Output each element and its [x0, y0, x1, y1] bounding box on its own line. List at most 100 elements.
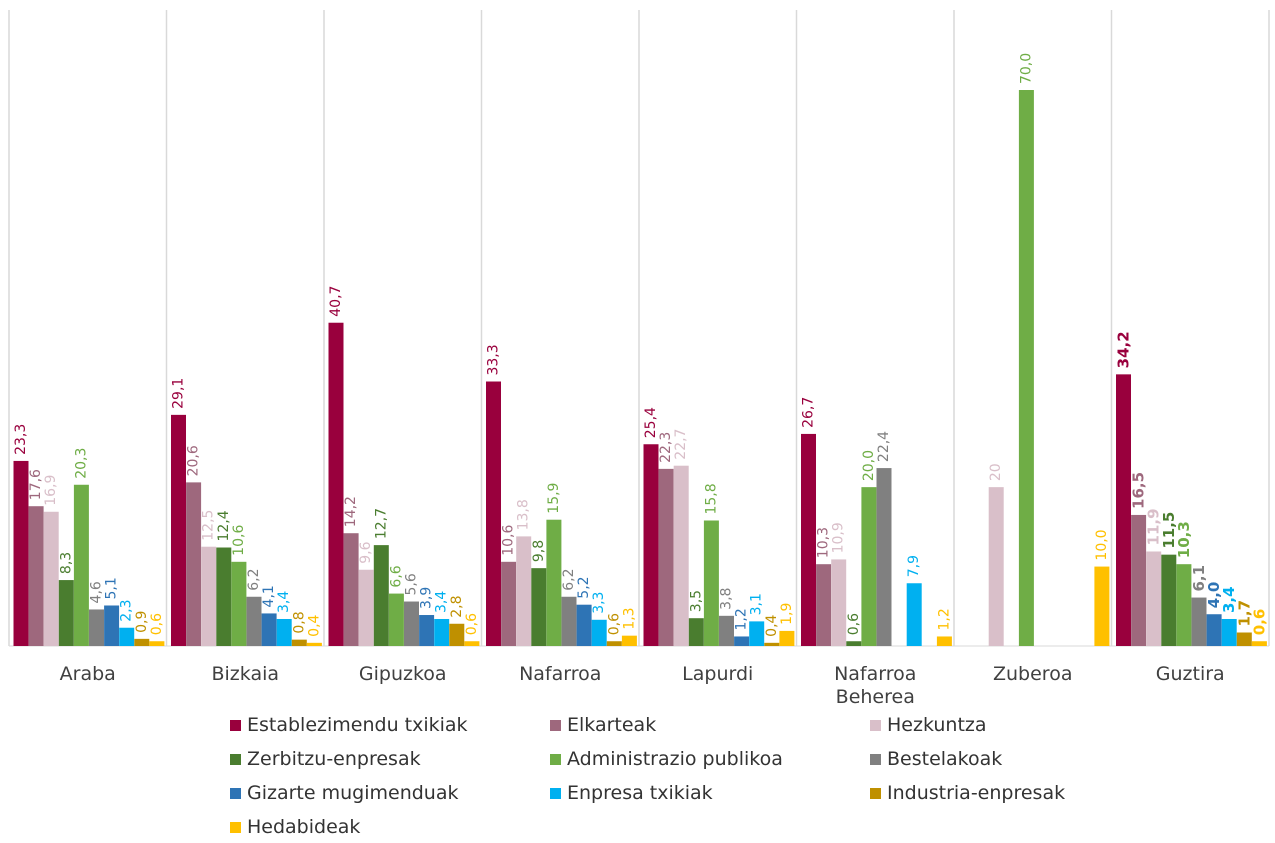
- category-label: Zuberoa: [993, 663, 1072, 685]
- bar: [73, 484, 89, 646]
- data-label: 5,2: [576, 576, 592, 598]
- category-label: Nafarroa: [834, 663, 916, 685]
- bar: [779, 630, 795, 646]
- bar: [658, 468, 674, 646]
- data-label: 17,6: [28, 469, 44, 500]
- bar: [561, 596, 577, 646]
- bar: [816, 564, 832, 646]
- data-label: 33,3: [486, 344, 502, 375]
- data-label: 23,3: [13, 424, 29, 455]
- bar: [149, 641, 165, 646]
- bar: [261, 613, 277, 646]
- data-label: 20,3: [73, 448, 89, 479]
- data-label: 11,9: [1145, 508, 1163, 545]
- bar: [703, 520, 719, 646]
- data-label: 16,9: [43, 475, 59, 506]
- data-label: 7,9: [906, 555, 922, 577]
- bar: [719, 615, 734, 646]
- bar: [1116, 374, 1131, 646]
- bar: [43, 511, 59, 646]
- data-label: 3,1: [749, 593, 765, 615]
- data-label: 10,0: [1094, 529, 1110, 560]
- data-label: 14,2: [343, 496, 359, 527]
- bar: [434, 618, 450, 646]
- data-label: 12,7: [373, 508, 389, 539]
- bar: [606, 641, 622, 646]
- legend-item: Industria-enpresak: [870, 782, 1065, 804]
- data-label: 70,0: [1018, 53, 1034, 84]
- category-label: Araba: [60, 663, 116, 685]
- data-label: 3,3: [591, 592, 607, 614]
- bar: [119, 627, 135, 646]
- bar: [58, 580, 74, 646]
- data-label: 0,4: [764, 614, 780, 636]
- data-label: 3,5: [688, 590, 704, 612]
- data-label: 4,1: [261, 585, 277, 607]
- data-label: 20,6: [186, 445, 202, 476]
- bar: [358, 569, 374, 646]
- data-label: 40,7: [328, 286, 344, 317]
- data-label: 11,5: [1160, 512, 1178, 549]
- legend-label: Hezkuntza: [887, 714, 987, 736]
- bar: [89, 609, 104, 646]
- bar: [291, 639, 307, 646]
- data-label: 3,4: [1220, 586, 1238, 613]
- bar: [201, 546, 217, 646]
- bar: [13, 460, 29, 646]
- data-label: 10,3: [1175, 521, 1193, 558]
- bar: [1018, 90, 1034, 646]
- bar: [373, 545, 389, 646]
- data-label: 10,6: [501, 525, 517, 556]
- bar: [906, 583, 922, 646]
- bar: [988, 487, 1004, 646]
- bar: [764, 642, 780, 646]
- data-label: 5,6: [404, 573, 420, 595]
- bar: [831, 559, 847, 646]
- data-label: 0,9: [134, 611, 150, 633]
- bar: [688, 618, 704, 646]
- group-separators: [8, 10, 1270, 647]
- legend-swatch: [230, 753, 241, 765]
- bar: [449, 623, 465, 646]
- data-label: 1,9: [779, 603, 795, 625]
- legend-item: Establezimendu txikiak: [230, 714, 468, 736]
- legend-swatch: [550, 787, 561, 799]
- bar: [1236, 632, 1252, 646]
- category-labels-group: Araba Bizkaia Gipuzkoa Nafarroa Lapurdi Nafar…: [60, 663, 1225, 708]
- value-labels-group: 23,3 29,1 40,7 33,3 25,4 26,7 34,2 17,6 20,6 14,2…: [13, 53, 1268, 637]
- legend-item: Hezkuntza: [870, 714, 987, 736]
- bar: [1131, 514, 1147, 646]
- data-label: 5,1: [104, 577, 120, 599]
- bar: [486, 381, 501, 646]
- data-label: 4,0: [1205, 582, 1223, 609]
- data-label: 20,0: [861, 450, 877, 481]
- bar: [1146, 551, 1162, 646]
- data-label: 20: [988, 463, 1004, 481]
- chart-plot-area: 23,3 29,1 40,7 33,3 25,4 26,7 34,2 17,6 20,6 14,2…: [8, 10, 1270, 708]
- bar: [104, 605, 120, 646]
- category-label: Lapurdi: [682, 663, 753, 685]
- data-label: 9,6: [358, 541, 374, 563]
- bar: [591, 619, 607, 646]
- bar: [516, 536, 532, 646]
- category-label: Bizkaia: [211, 663, 279, 685]
- data-label: 6,1: [1190, 565, 1208, 592]
- legend-label: Elkarteak: [567, 714, 657, 736]
- data-label: 2,3: [119, 599, 135, 621]
- legend-label: Gizarte mugimenduak: [247, 782, 459, 804]
- bar: [171, 414, 186, 646]
- data-label: 0,6: [149, 613, 165, 635]
- legend-label: Bestelakoak: [887, 748, 1003, 770]
- data-label: 29,1: [171, 378, 187, 409]
- data-label: 8,3: [58, 552, 74, 574]
- bar: [388, 593, 404, 646]
- bar: [419, 615, 435, 646]
- data-label: 13,8: [516, 499, 532, 530]
- bar: [801, 433, 816, 646]
- data-label: 2,8: [449, 595, 465, 617]
- bar: [531, 568, 547, 646]
- data-label: 0,6: [464, 613, 480, 635]
- data-label: 1,3: [621, 607, 637, 629]
- bar: [546, 519, 562, 646]
- bar: [464, 641, 480, 646]
